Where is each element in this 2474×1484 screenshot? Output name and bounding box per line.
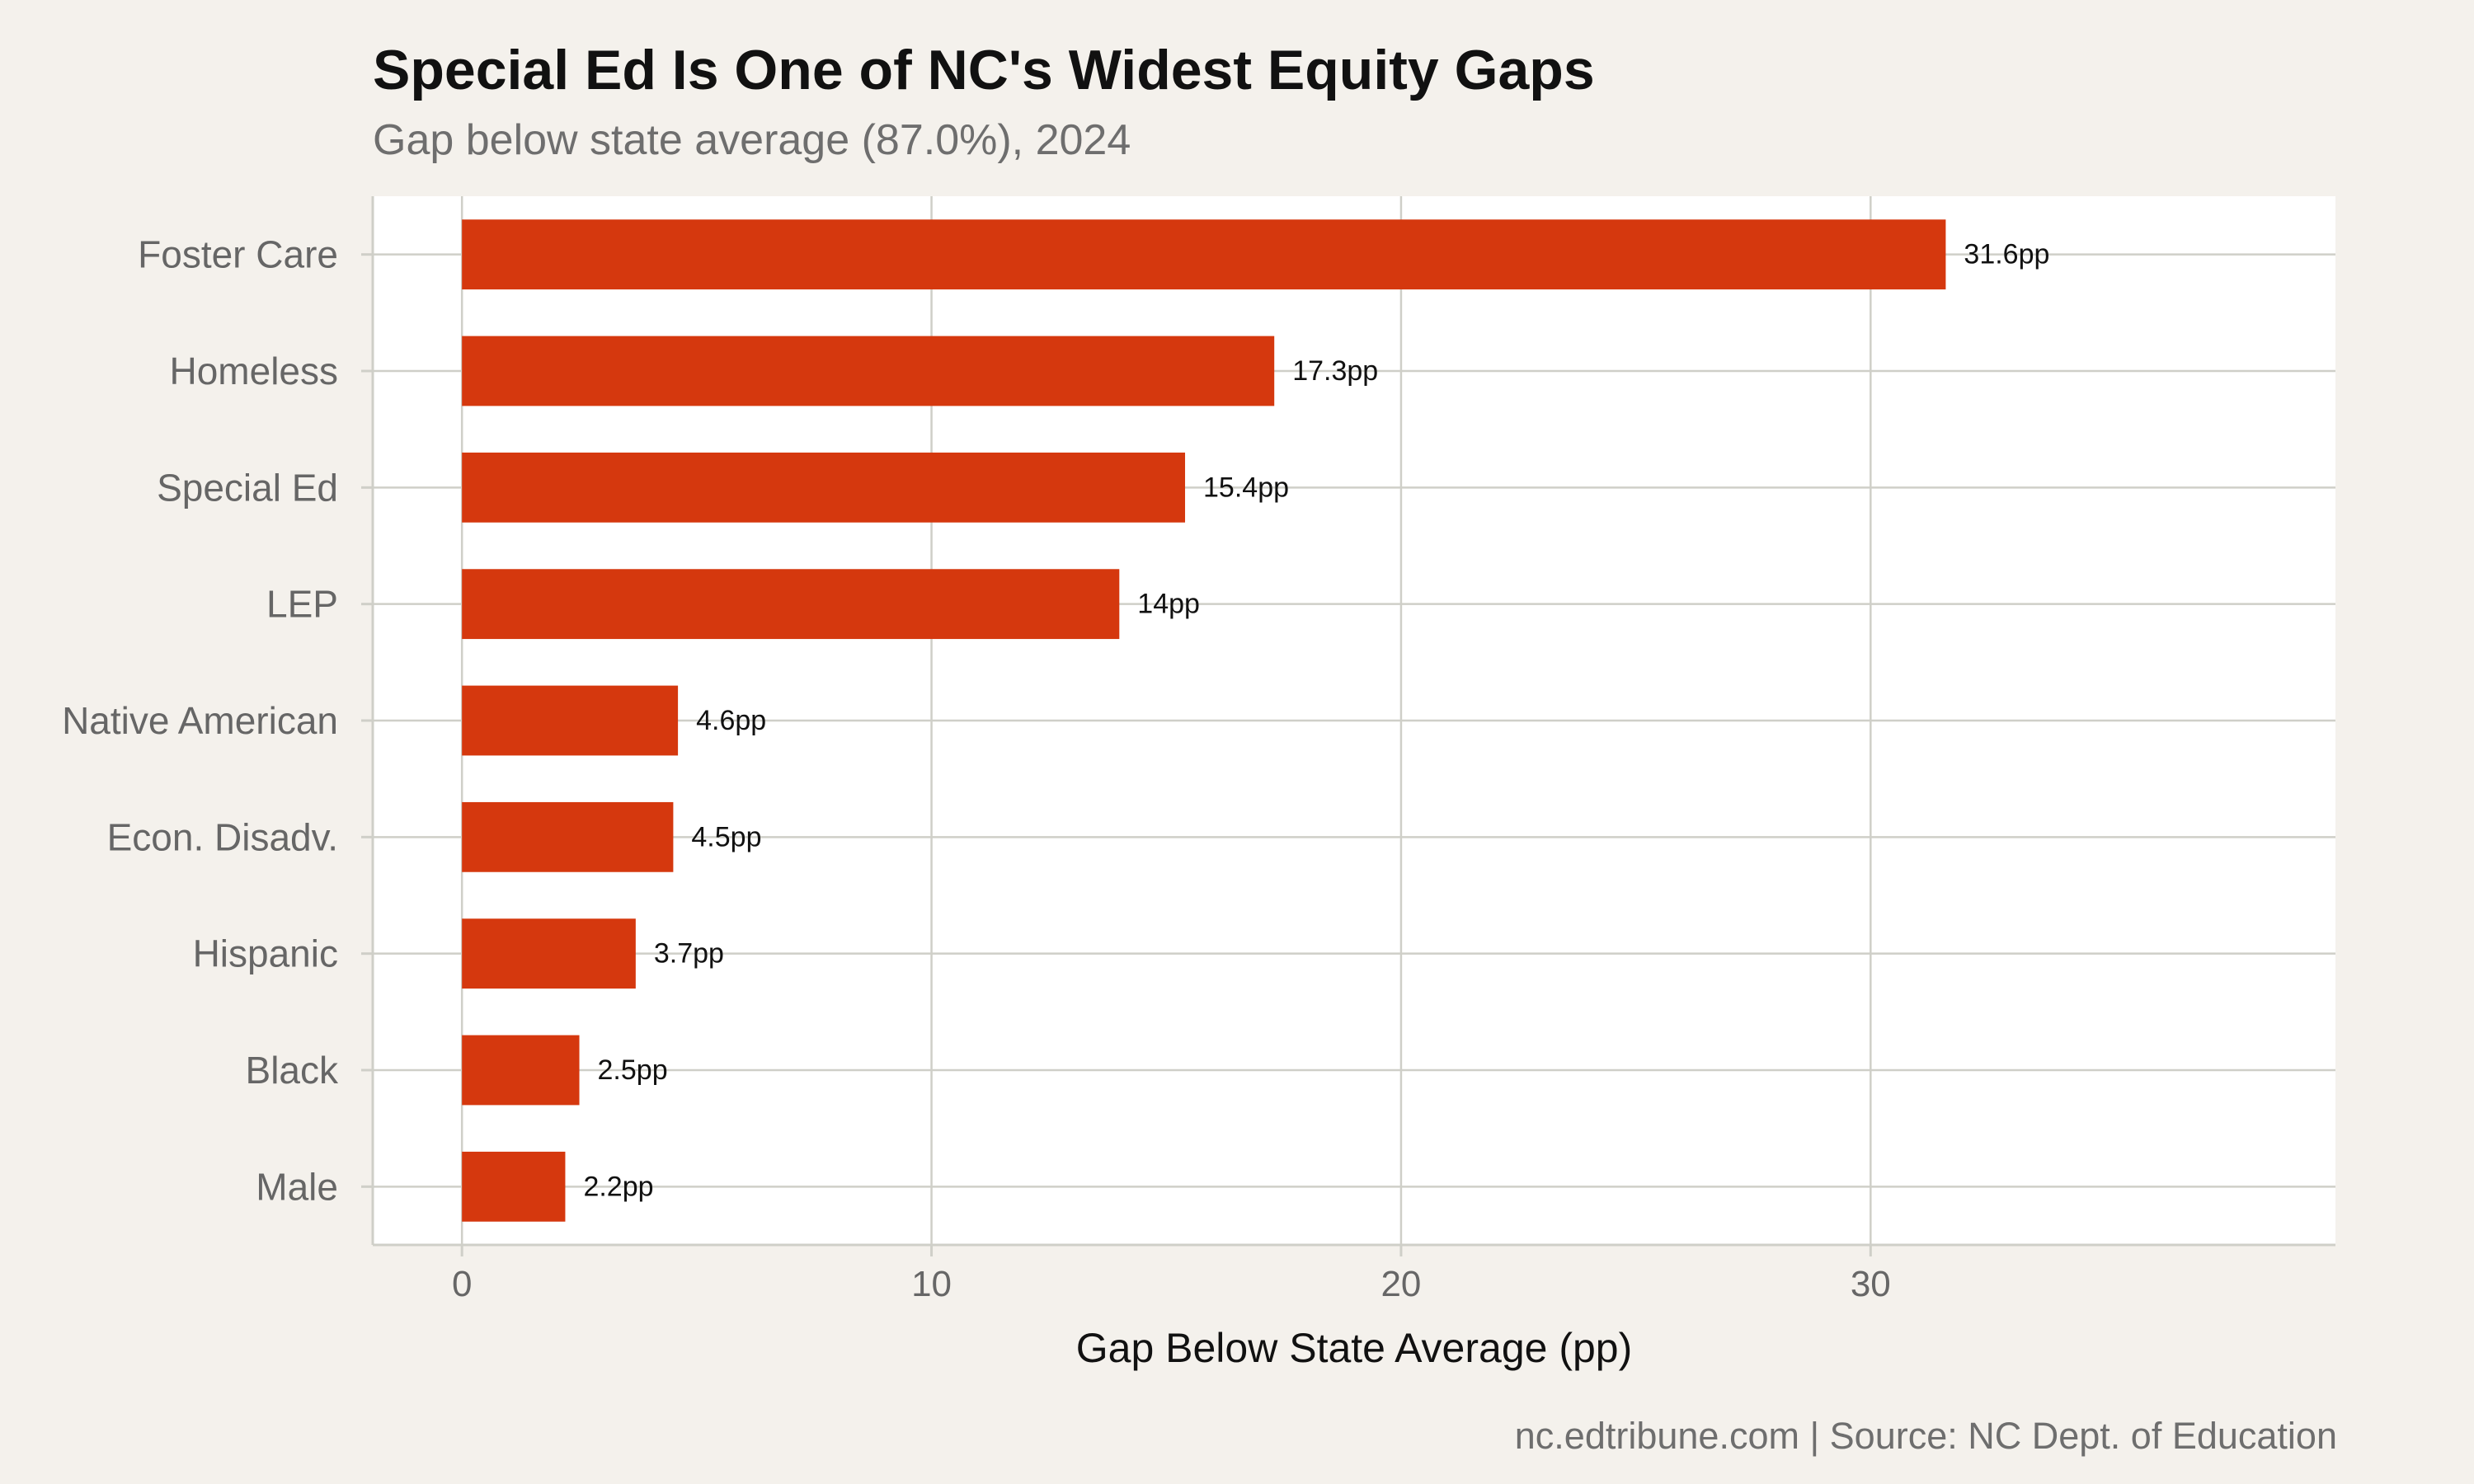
category-label: Homeless (169, 350, 338, 392)
x-tick-label: 0 (452, 1264, 472, 1304)
bar-value-label: 4.6pp (696, 705, 766, 736)
source-caption: nc.edtribune.com | Source: NC Dept. of E… (1514, 1415, 2337, 1457)
bar (462, 1035, 580, 1106)
category-label: Special Ed (157, 466, 338, 509)
bar-value-label: 4.5pp (691, 821, 761, 852)
category-label: Hispanic (193, 932, 338, 975)
category-label: LEP (266, 583, 338, 626)
bar (462, 219, 1946, 290)
bar (462, 801, 674, 872)
category-label: Native American (62, 699, 338, 742)
bar-value-label: 14pp (1137, 589, 1200, 620)
bar (462, 1151, 566, 1222)
bar (462, 569, 1120, 640)
bar (462, 452, 1186, 523)
bar-value-label: 2.2pp (583, 1171, 653, 1202)
category-label: Male (256, 1165, 338, 1208)
bar-value-label: 3.7pp (654, 938, 724, 970)
category-label: Econ. Disadv. (107, 815, 338, 858)
chart-title: Special Ed Is One of NC's Widest Equity … (373, 39, 1595, 101)
bar-value-label: 2.5pp (598, 1054, 668, 1086)
bar-value-label: 31.6pp (1964, 239, 2049, 270)
chart-subtitle: Gap below state average (87.0%), 2024 (373, 116, 1131, 164)
category-label: Foster Care (138, 233, 338, 276)
x-axis-title: Gap Below State Average (pp) (1076, 1325, 1633, 1371)
bar-value-label: 17.3pp (1292, 355, 1378, 387)
x-tick-label: 20 (1380, 1264, 1421, 1304)
x-tick-label: 10 (911, 1264, 952, 1304)
bar (462, 685, 679, 756)
bar (462, 336, 1275, 406)
bar (462, 918, 636, 989)
x-tick-label: 30 (1851, 1264, 1891, 1304)
category-label: Black (246, 1049, 339, 1092)
bar-value-label: 15.4pp (1203, 472, 1289, 503)
